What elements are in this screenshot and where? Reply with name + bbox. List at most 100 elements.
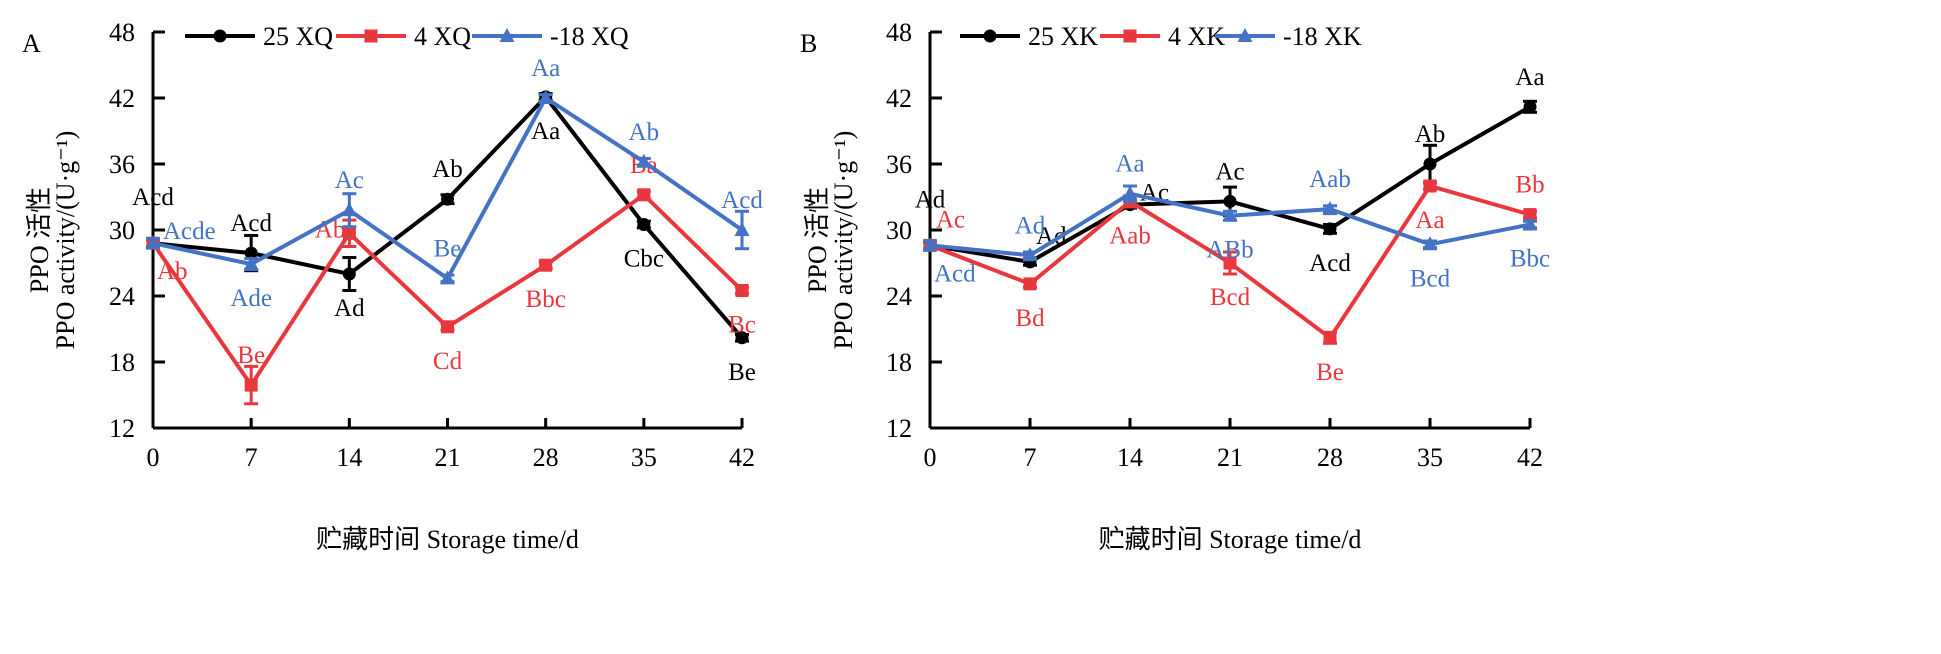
significance-label: Ac <box>335 167 364 194</box>
significance-label: Bd <box>1015 305 1045 332</box>
significance-label: Aa <box>1115 151 1144 178</box>
x-tick-label: 42 <box>729 443 755 472</box>
x-tick-label: 7 <box>245 443 258 472</box>
significance-label: Aab <box>1309 166 1351 193</box>
legend-label: 25 XK <box>1028 22 1098 51</box>
significance-label: Cbc <box>624 246 664 273</box>
significance-label: Ab <box>157 258 188 285</box>
significance-label: Ad <box>334 295 365 322</box>
x-tick-label: 21 <box>1217 443 1243 472</box>
y-tick-label: 30 <box>109 216 135 245</box>
y-tick-label: 48 <box>886 18 912 47</box>
significance-label: Acd <box>1309 250 1351 277</box>
y-tick-label: 48 <box>109 18 135 47</box>
significance-label: Aa <box>531 55 560 82</box>
x-tick-label: 14 <box>336 443 362 472</box>
significance-label: Bbc <box>1510 246 1550 273</box>
series-4-XQ: AbBeAbCdBbcBaBc <box>146 152 756 406</box>
data-point <box>538 90 554 104</box>
significance-label: Be <box>434 235 462 262</box>
y-tick-label: 12 <box>886 414 912 443</box>
significance-label: Cd <box>433 348 463 375</box>
y-axis-title-cn: PPO 活性 <box>25 187 54 293</box>
significance-label: Ab <box>432 156 463 183</box>
x-tick-label: 0 <box>147 443 160 472</box>
data-point <box>342 267 356 281</box>
data-point <box>1223 256 1237 270</box>
series--18-XK: Acd Ad Aa ABb Aab Bcd Bbc <box>922 151 1550 292</box>
legend-label: 25 XQ <box>263 22 333 51</box>
data-point <box>1222 207 1238 222</box>
data-point <box>637 218 651 231</box>
y-tick-label: 18 <box>886 348 912 377</box>
panel-a: A 12 18 24 30 36 42 48 0 7 14 21 28 35 42 贮藏时间 Storage … <box>22 18 763 554</box>
significance-label: Ac <box>1215 158 1244 185</box>
data-point <box>244 246 258 260</box>
x-tick-label: 28 <box>1317 443 1343 472</box>
significance-label: Aa <box>1415 207 1444 234</box>
legend-triangle-icon <box>499 28 515 42</box>
significance-label: Ab <box>1415 121 1446 148</box>
data-point <box>1322 201 1338 216</box>
y-axis-title-en: PPO activity/(U·g⁻¹) <box>51 131 80 350</box>
data-point <box>1323 331 1337 345</box>
x-tick-label: 35 <box>631 443 657 472</box>
y-tick-label: 24 <box>886 282 912 311</box>
y-tick-label: 36 <box>886 150 912 179</box>
data-point <box>441 320 454 334</box>
significance-label: Acd <box>721 187 763 214</box>
y-tick-label: 24 <box>109 282 135 311</box>
data-point <box>636 153 652 168</box>
data-point <box>922 237 938 252</box>
y-tick-label: 36 <box>109 150 135 179</box>
data-point <box>441 192 454 206</box>
data-point <box>440 270 455 285</box>
data-point <box>734 222 750 236</box>
y-axis-title-cn: PPO 活性 <box>803 187 832 293</box>
data-point <box>243 256 259 271</box>
panel-letter: A <box>22 29 41 58</box>
data-point <box>539 258 553 272</box>
significance-label: Bbc <box>526 286 566 313</box>
data-point <box>1022 247 1038 262</box>
data-point <box>1023 277 1037 291</box>
significance-label: Bcd <box>1410 265 1451 292</box>
significance-label: Bc <box>728 312 756 339</box>
data-point <box>1523 100 1537 114</box>
significance-label: Be <box>237 342 265 369</box>
y-tick-label: 42 <box>886 84 912 113</box>
legend-triangle-icon <box>1237 28 1253 42</box>
significance-label: Ac <box>936 206 965 233</box>
significance-label: Ad <box>1015 212 1046 239</box>
y-axis-title-en: PPO activity/(U·g⁻¹) <box>829 131 858 350</box>
significance-label: Acd <box>934 260 976 287</box>
significance-label: Be <box>1316 359 1344 386</box>
y-tick-label: 18 <box>109 348 135 377</box>
significance-label: ABb <box>1206 237 1253 264</box>
data-point <box>341 202 357 217</box>
panel-b: B 12 18 24 30 36 42 48 0 7 14 21 28 35 42 贮藏时间 Storage … <box>800 18 1550 554</box>
significance-label: Be <box>728 359 756 386</box>
legend-label: -18 XK <box>1283 22 1362 51</box>
legend-label: -18 XQ <box>550 22 629 51</box>
data-point <box>735 331 749 345</box>
data-point <box>1423 179 1437 193</box>
data-point <box>1522 216 1538 231</box>
significance-label: Ab <box>629 119 660 146</box>
significance-label: Acd <box>132 184 174 211</box>
legend-square-icon <box>364 29 378 43</box>
data-point <box>735 284 749 297</box>
significance-label: Aa <box>531 118 560 145</box>
y-tick-label: 12 <box>109 414 135 443</box>
significance-label: Acd <box>230 210 272 237</box>
significance-label: Bb <box>1515 172 1544 199</box>
series--18-XQ: Acde Ade Ac Be Aa Ab Acd <box>145 55 763 312</box>
data-point <box>637 188 651 202</box>
legend-label: 4 XQ <box>414 22 471 51</box>
x-tick-label: 35 <box>1417 443 1443 472</box>
legend-circle-icon <box>213 29 227 43</box>
x-tick-label: 42 <box>1517 443 1543 472</box>
legend-square-icon <box>1123 29 1137 43</box>
panel-letter: B <box>800 29 817 58</box>
